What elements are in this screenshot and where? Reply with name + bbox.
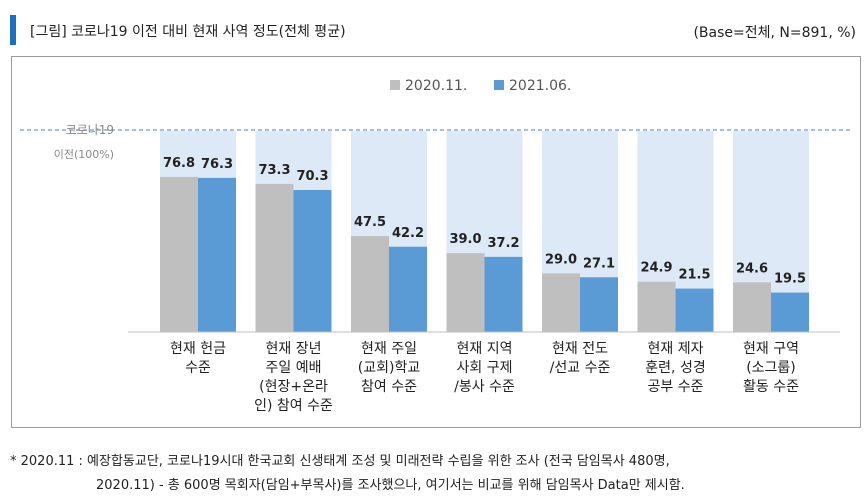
chart-title: [그림] 코로나19 이전 대비 현재 사역 정도(전체 평균) bbox=[30, 24, 346, 40]
data-label-2-4: 37.2 bbox=[487, 236, 519, 251]
category-label-1-line-2: 수준 bbox=[185, 360, 211, 376]
footnote: * 2020.11 : 예장합동교단, 코로나19시대 한국교회 신생태계 조성… bbox=[10, 450, 860, 498]
category-label-7-line-3: 활동 수준 bbox=[743, 379, 799, 395]
data-label-2-7: 19.5 bbox=[774, 272, 806, 287]
legend-label-2: 2021.06. bbox=[509, 78, 571, 94]
legend-swatch-1 bbox=[390, 80, 400, 90]
sample-base-note: (Base=전체, N=891, %) bbox=[693, 25, 856, 41]
category-label-3-line-1: 현재 주일 bbox=[361, 341, 417, 357]
data-label-1-1: 76.8 bbox=[163, 156, 195, 171]
footnote-line-2: 2020.11) - 총 600명 목회자(담임+부목사)를 조사했으나, 여기… bbox=[96, 478, 685, 493]
category-label-6-line-3: 공부 수준 bbox=[648, 379, 704, 395]
bar-2-6 bbox=[675, 288, 714, 332]
bar-1-7 bbox=[733, 282, 771, 332]
bar-2-1 bbox=[198, 177, 236, 332]
data-label-2-2: 70.3 bbox=[296, 169, 328, 184]
data-label-2-6: 21.5 bbox=[678, 268, 710, 283]
bar-1-1 bbox=[160, 176, 198, 332]
legend-swatch-2 bbox=[494, 80, 504, 90]
bar-2-2 bbox=[293, 189, 332, 332]
category-label-4-line-3: /봉사 수준 bbox=[454, 379, 515, 395]
category-label-3-line-3: 참여 수준 bbox=[361, 379, 417, 395]
bar-2-5 bbox=[580, 277, 618, 332]
category-label-7-line-2: (소그룹) bbox=[746, 360, 796, 376]
category-label-4-line-1: 현재 지역 bbox=[457, 341, 513, 357]
reference-line-label: 코로나19 bbox=[66, 123, 114, 137]
bar-1-4 bbox=[446, 253, 485, 332]
bar-2-3 bbox=[389, 246, 427, 332]
category-label-2-line-4: 인) 참여 수준 bbox=[254, 398, 333, 414]
bar-2-7 bbox=[771, 292, 809, 332]
reference-line-sublabel: 이전(100%) bbox=[54, 148, 114, 161]
data-label-2-1: 76.3 bbox=[201, 157, 233, 172]
category-label-2-line-1: 현재 장년 bbox=[266, 341, 322, 357]
data-label-2-3: 42.2 bbox=[392, 226, 424, 241]
category-label-1-line-1: 현재 헌금 bbox=[170, 341, 226, 357]
category-label-5-line-2: /선교 수준 bbox=[550, 360, 611, 376]
data-label-1-3: 47.5 bbox=[354, 215, 386, 230]
data-label-1-2: 73.3 bbox=[258, 163, 290, 178]
data-label-1-7: 24.6 bbox=[736, 261, 768, 276]
data-label-1-6: 24.9 bbox=[640, 261, 672, 276]
data-label-1-5: 29.0 bbox=[545, 252, 577, 267]
bar-chart: 2020.11. 2021.06. 코로나19 이전(100%) 76.8 76.3 현재 … bbox=[20, 78, 852, 414]
category-label-2-line-2: 주일 예배 bbox=[266, 360, 322, 376]
chart-title-bar: [그림] 코로나19 이전 대비 현재 사역 정도(전체 평균) (Base=전… bbox=[10, 15, 860, 45]
category-label-6-line-1: 현재 제자 bbox=[648, 341, 704, 357]
category-label-5-line-1: 현재 전도 bbox=[552, 341, 608, 357]
data-label-1-4: 39.0 bbox=[449, 232, 481, 247]
legend-label-1: 2020.11. bbox=[405, 78, 467, 94]
footnote-line-1: * 2020.11 : 예장합동교단, 코로나19시대 한국교회 신생태계 조성… bbox=[10, 454, 670, 469]
category-label-2-line-3: (현장+온라 bbox=[259, 379, 328, 395]
bar-1-2 bbox=[255, 183, 294, 332]
title-accent-bar bbox=[10, 15, 16, 45]
bar-2-4 bbox=[484, 256, 523, 332]
chart-frame bbox=[11, 56, 861, 428]
bar-1-6 bbox=[637, 281, 676, 332]
category-label-4-line-2: 사회 구제 bbox=[457, 360, 513, 376]
bar-1-5 bbox=[542, 273, 580, 332]
bar-1-3 bbox=[351, 236, 389, 332]
category-label-3-line-2: (교회)학교 bbox=[358, 360, 421, 376]
category-label-6-line-2: 훈련, 성경 bbox=[645, 360, 705, 376]
data-label-2-5: 27.1 bbox=[583, 256, 615, 271]
category-label-7-line-1: 현재 구역 bbox=[743, 341, 799, 357]
